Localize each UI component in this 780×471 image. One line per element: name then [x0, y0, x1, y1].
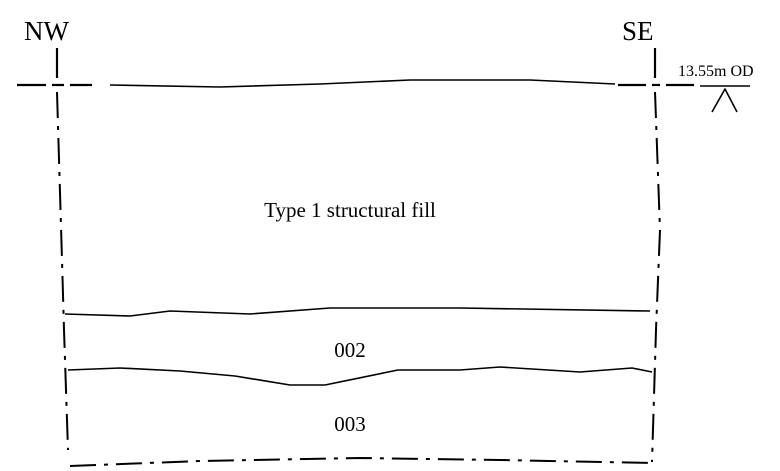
layer-boundary-002-003	[67, 366, 653, 386]
datum-level-label: 13.55m OD	[678, 63, 754, 80]
ground-surface-line	[109, 79, 616, 88]
datum-level-marker-icon	[700, 85, 750, 113]
layer-boundary-fill-002	[64, 307, 651, 317]
section-left-edge	[56, 91, 69, 451]
se-label: SE	[622, 16, 654, 46]
layer-label-002: 002	[334, 338, 366, 362]
section-base	[69, 456, 653, 467]
section-right-edge	[651, 91, 662, 463]
nw-label: NW	[24, 16, 69, 46]
layer-label-003: 003	[334, 412, 366, 436]
layer-label-fill: Type 1 structural fill	[264, 198, 436, 222]
